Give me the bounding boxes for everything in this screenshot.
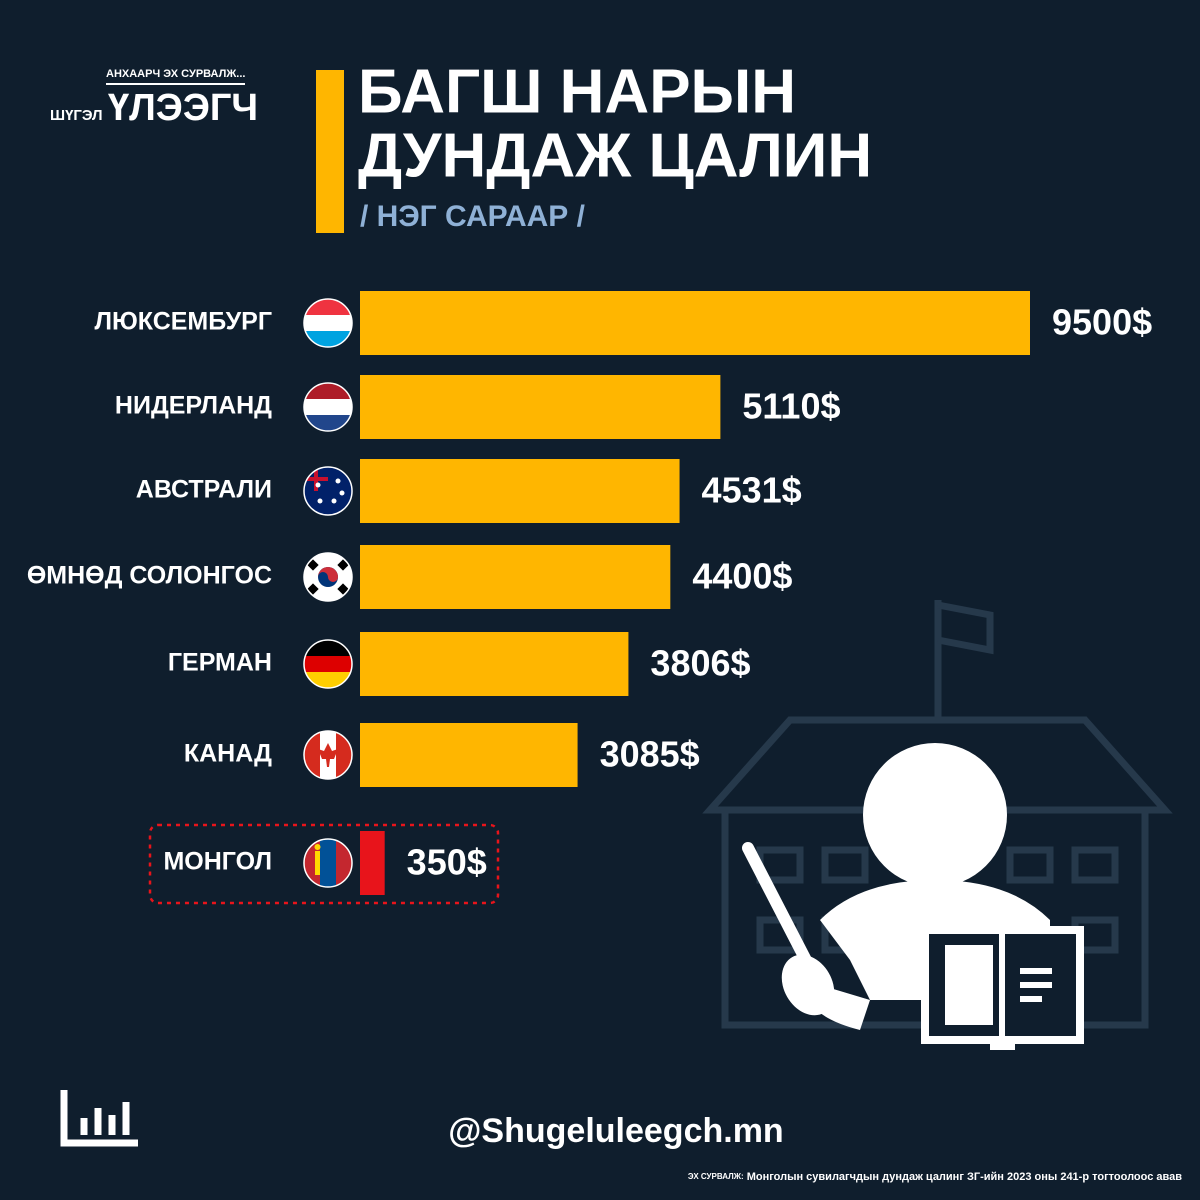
highlight-box [148,823,500,905]
flag-stripe [304,383,352,400]
value-label: 4400$ [692,556,792,597]
flag-stripe [304,731,321,779]
flag-star [315,482,321,488]
category-label: НИДЕРЛАНД [115,392,272,420]
flag-rim [303,639,353,689]
bar [360,375,721,439]
title-accent [316,70,344,233]
flag-stripe [304,399,352,416]
flag-trigram [307,583,319,595]
flag-star [339,490,345,496]
flag-rim [303,838,353,888]
flag-rim [303,730,353,780]
flag [304,553,352,601]
flag-stripe [304,315,352,332]
flag-trigram [337,559,349,571]
bar [360,545,671,609]
teacher-illustration [742,743,1084,1050]
flag-stripe [304,656,352,673]
flag-rim [303,298,353,348]
flag-stripe [320,839,337,887]
logo-tagline: АНХААРЧ ЭХ СУРВАЛЖ... [106,68,245,80]
flag-rim [303,382,353,432]
logo-small: ШҮГЭЛ [50,107,103,124]
bars: ЛЮКСЕМБУРГ 9500$ НИДЕРЛАНД 5110$ АВСТРАЛИ 453… [27,291,1152,895]
value-label: 4531$ [702,470,802,511]
chart-icon [60,1090,138,1147]
social-handle: @Shugeluleegch.mn [448,1112,783,1150]
flag-taeguk [318,567,338,582]
source: ЭХ СУРВАЛЖ: Монголын сувилагчдын дундаж … [688,1171,1182,1183]
flag [304,731,352,779]
value-label: 350$ [407,842,487,883]
category-label: КАНАД [184,740,272,768]
bar [360,459,680,523]
category-label: ӨМНӨД СОЛОНГОС [27,562,272,590]
bar [360,291,1030,355]
chart-title-line: БАГШ НАРЫН [358,57,796,126]
flag-star [335,478,341,484]
flag-rim [303,552,353,602]
category-label: МОНГОЛ [163,848,272,876]
flag-trigram [337,583,349,595]
category-label: АВСТРАЛИ [136,476,272,504]
category-label: ЛЮКСЕМБУРГ [94,308,272,336]
value-label: 3806$ [650,643,750,684]
flag-star [331,498,337,504]
chart-subtitle: / НЭГ САРААР / [360,200,586,233]
source-text: Монголын сувилагчдын дундаж цалинг ЗГ-ий… [747,1171,1183,1183]
source-label: ЭХ СУРВАЛЖ: [688,1172,744,1181]
value-label: 9500$ [1052,302,1152,343]
flag-star [317,498,323,504]
flag-stripe [304,299,352,316]
category-label: ГЕРМАН [168,649,272,677]
value-label: 5110$ [742,386,840,427]
value-label: 3085$ [600,734,700,775]
flag-trigram [307,559,319,571]
chart-title-line: ДУНДАЖ ЦАЛИН [358,121,872,190]
flag-leaf [318,743,338,767]
logo-big: ҮЛЭЭГЧ [108,87,258,129]
flag-soyombo [314,844,321,850]
bar [360,723,578,787]
bar [360,632,629,696]
flag-soyombo [315,851,320,875]
flag-rim [303,466,353,516]
flag-stripe [304,640,352,657]
bar [360,831,385,895]
